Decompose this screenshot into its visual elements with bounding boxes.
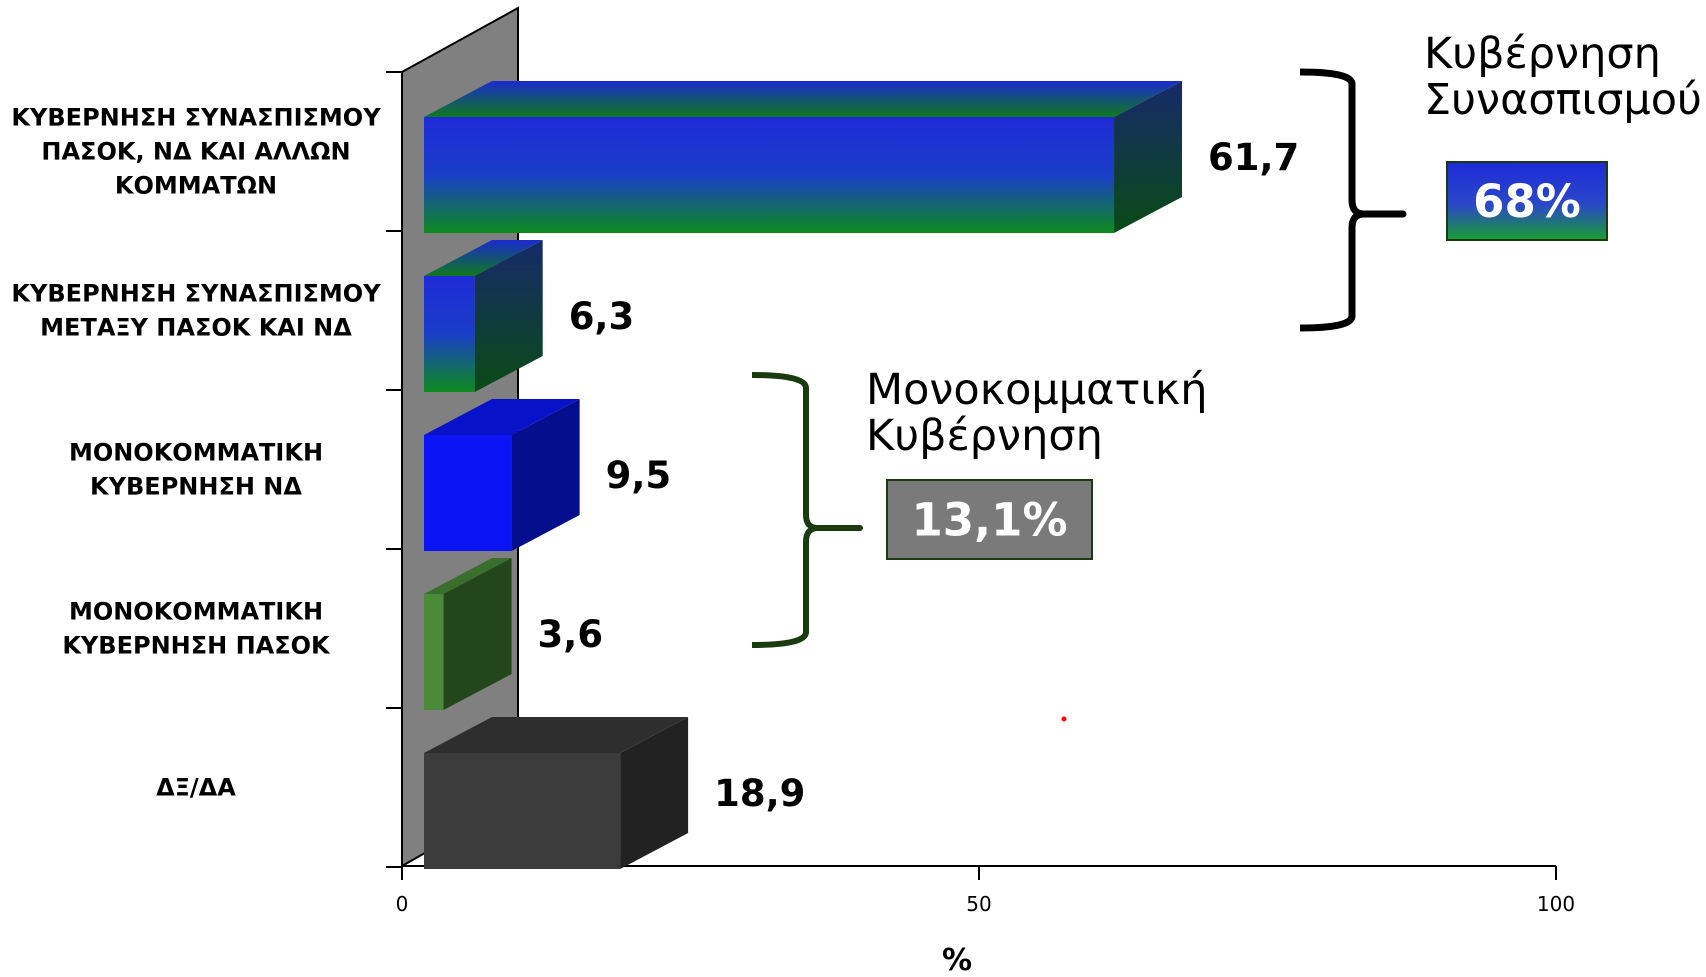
bar-side: [620, 717, 689, 869]
bar-front: [424, 435, 512, 551]
x-tick-label: 50: [966, 892, 991, 916]
group-title: Μονοκομματική Κυβέρνηση: [866, 365, 1207, 461]
bar: [424, 240, 543, 392]
category-label: ΜΟΝΟΚΟΜΜΑΤΙΚΗ ΚΥΒΕΡΝΗΣΗ ΝΔ: [69, 439, 323, 501]
category-labels: ΚΥΒΕΡΝΗΣΗ ΣΥΝΑΣΠΙΣΜΟΥ ΠΑΣΟΚ, ΝΔ ΚΑΙ ΑΛΛΩΝ…: [11, 104, 381, 802]
bar-top: [424, 81, 1183, 117]
value-labels: 61,7 6,3 9,5 3,6 18,9: [538, 136, 1300, 815]
group-total-value: 13,1%: [911, 494, 1067, 547]
bar-top: [424, 717, 689, 753]
value-label: 9,5: [606, 454, 672, 497]
value-label: 3,6: [538, 613, 604, 656]
bar-front: [424, 117, 1115, 233]
group-total-badge: [1446, 161, 1608, 241]
x-tick-label: 100: [1537, 892, 1575, 916]
bar-side: [511, 399, 580, 551]
group-annotation: Κυβέρνηση Συνασπισμού 68%: [1299, 29, 1702, 332]
bar-top: [424, 558, 512, 594]
value-label: 18,9: [714, 772, 805, 815]
value-label: 61,7: [1208, 136, 1299, 179]
bar-top: [424, 240, 543, 276]
bar-front: [424, 753, 621, 869]
x-tick-label: 0: [396, 892, 409, 916]
bar-top: [424, 399, 580, 435]
x-tick-labels: 0 50 100: [396, 866, 1575, 916]
category-label: ΜΟΝΟΚΟΜΜΑΤΙΚΗ ΚΥΒΕΡΝΗΣΗ ΠΑΣΟΚ: [62, 598, 331, 660]
x-axis-title: %: [942, 943, 972, 977]
group-annotations: Κυβέρνηση Συνασπισμού 68% Μονοκομματική Κυβέ…: [751, 29, 1702, 648]
category-label: ΚΥΒΕΡΝΗΣΗ ΣΥΝΑΣΠΙΣΜΟΥ ΜΕΤΑΞΥ ΠΑΣΟΚ ΚΑΙ ΝΔ: [11, 280, 381, 342]
bar: [424, 81, 1183, 233]
bar: [424, 717, 689, 869]
value-label: 6,3: [569, 295, 635, 338]
curly-brace: [751, 372, 863, 648]
bar-side: [1114, 81, 1183, 233]
curly-brace: [1299, 68, 1407, 332]
bars-group: [424, 81, 1183, 869]
stray-dot: [1061, 716, 1067, 722]
category-label: ΔΞ/ΔΑ: [156, 774, 236, 802]
bar-front: [424, 276, 475, 392]
group-total-value: 68%: [1473, 175, 1581, 228]
bar-side: [443, 558, 512, 710]
bar: [424, 399, 580, 551]
category-label: ΚΥΒΕΡΝΗΣΗ ΣΥΝΑΣΠΙΣΜΟΥ ΠΑΣΟΚ, ΝΔ ΚΑΙ ΑΛΛΩΝ…: [11, 104, 381, 200]
group-annotation: Μονοκομματική Κυβέρνηση 13,1%: [751, 365, 1207, 648]
bar-side: [474, 240, 543, 392]
bar-front: [424, 594, 444, 710]
group-total-badge: [886, 479, 1093, 560]
bar: [424, 558, 512, 710]
group-title: Κυβέρνηση Συνασπισμού: [1424, 29, 1702, 125]
